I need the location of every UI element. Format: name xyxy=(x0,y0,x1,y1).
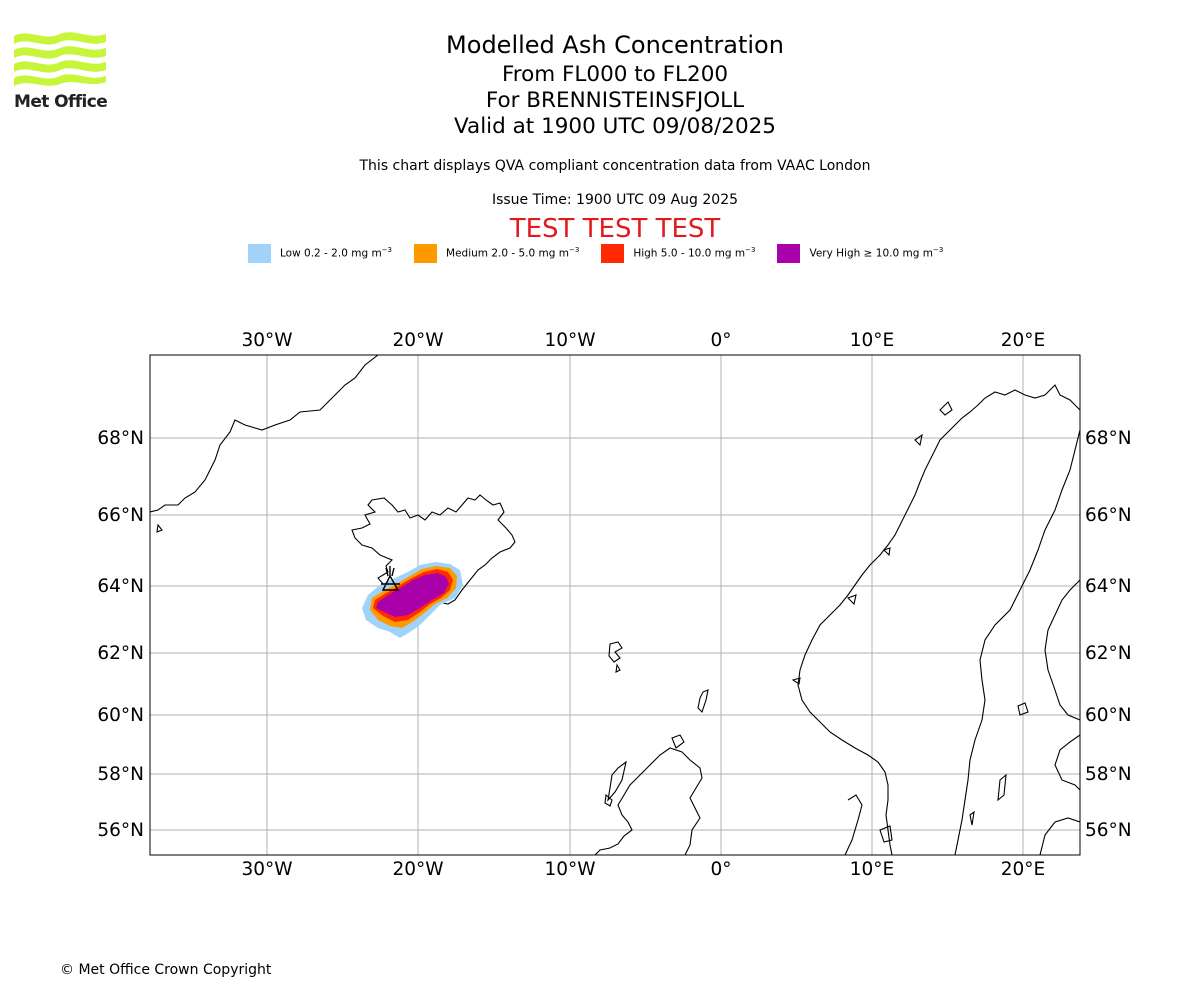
gulf-coast xyxy=(1054,734,1080,791)
ash-plume xyxy=(362,562,463,638)
lat-label: 56°N xyxy=(1085,820,1132,841)
lon-label: 20°W xyxy=(392,859,443,880)
norway-islet-1 xyxy=(914,433,923,447)
lon-label: 20°E xyxy=(1001,859,1045,880)
lat-label: 62°N xyxy=(97,643,144,664)
lon-labels-top: 30°W 20°W 10°W 0° 10°E 20°E xyxy=(241,330,1045,351)
volcano-marker-icon xyxy=(381,566,400,591)
lat-label: 64°N xyxy=(97,576,144,597)
gridlines xyxy=(150,355,1080,855)
legend-item-high: High 5.0 - 10.0 mg m−3 xyxy=(601,243,756,263)
baltic-south xyxy=(1039,817,1080,855)
denmark-north xyxy=(844,794,863,855)
hebrides-south xyxy=(604,793,613,807)
legend-label: Medium 2.0 - 5.0 mg m−3 xyxy=(446,246,580,260)
legend-swatch xyxy=(777,243,801,263)
lat-label: 60°N xyxy=(97,705,144,726)
shetland xyxy=(697,689,709,714)
aland xyxy=(1017,702,1029,716)
legend-swatch xyxy=(248,243,271,263)
lat-label: 66°N xyxy=(97,505,144,526)
ash-very-high xyxy=(376,573,449,617)
faroe-islands xyxy=(608,641,623,663)
lon-label: 10°W xyxy=(544,330,595,351)
lon-labels-bottom: 30°W 20°W 10°W 0° 10°E 20°E xyxy=(241,859,1045,880)
greenland-islet xyxy=(156,523,163,533)
danish-islands xyxy=(879,825,893,843)
lat-label: 64°N xyxy=(1085,576,1132,597)
lat-label: 56°N xyxy=(97,820,144,841)
lon-label: 0° xyxy=(710,859,731,880)
sweden-east-coast xyxy=(954,429,1080,855)
volcano-name: For BRENNISTEINSFJOLL xyxy=(485,88,745,113)
lon-label: 30°W xyxy=(241,330,292,351)
map-frame xyxy=(149,354,1081,856)
faroe-south xyxy=(615,663,621,673)
legend-swatch xyxy=(414,243,438,263)
lat-label: 58°N xyxy=(1085,764,1132,785)
chart-description: This chart displays QVA compliant concen… xyxy=(359,158,871,174)
legend-label: Low 0.2 - 2.0 mg m−3 xyxy=(280,246,393,260)
norway-coast xyxy=(797,384,1080,855)
copyright: © Met Office Crown Copyright xyxy=(60,962,272,978)
norway-islet-3 xyxy=(847,594,857,606)
lon-label: 30°W xyxy=(241,859,292,880)
chart-header: Modelled Ash Concentration From FL000 to… xyxy=(300,28,930,244)
hebrides xyxy=(607,760,627,802)
lon-label: 20°E xyxy=(1001,330,1045,351)
lat-label: 66°N xyxy=(1085,505,1132,526)
legend: Low 0.2 - 2.0 mg m−3 Medium 2.0 - 5.0 mg… xyxy=(248,243,965,263)
scotland-coast xyxy=(594,747,703,855)
lon-label: 0° xyxy=(710,330,731,351)
lat-label: 68°N xyxy=(97,428,144,449)
chart-title: Modelled Ash Concentration xyxy=(446,31,784,59)
legend-swatch xyxy=(601,243,625,263)
legend-item-very-high: Very High ≥ 10.0 mg m−3 xyxy=(777,243,944,263)
lat-labels-left: 68°N 66°N 64°N 62°N 60°N 58°N 56°N xyxy=(97,428,144,841)
iceland-coast xyxy=(351,494,516,623)
legend-label: High 5.0 - 10.0 mg m−3 xyxy=(633,246,756,260)
lofoten xyxy=(939,401,953,416)
greenland-coast xyxy=(150,355,379,513)
lat-label: 68°N xyxy=(1085,428,1132,449)
gotland xyxy=(997,773,1007,802)
legend-label: Very High ≥ 10.0 mg m−3 xyxy=(809,246,944,260)
valid-time: Valid at 1900 UTC 09/08/2025 xyxy=(453,114,776,139)
lat-labels-right: 68°N 66°N 64°N 62°N 60°N 58°N 56°N xyxy=(1085,428,1132,841)
lon-label: 10°E xyxy=(850,859,894,880)
legend-item-low: Low 0.2 - 2.0 mg m−3 xyxy=(248,243,393,263)
norway-islet-4 xyxy=(791,677,801,685)
lon-label: 10°W xyxy=(544,859,595,880)
lat-label: 62°N xyxy=(1085,643,1132,664)
lat-label: 58°N xyxy=(97,764,144,785)
lon-label: 20°W xyxy=(392,330,443,351)
issue-time: Issue Time: 1900 UTC 09 Aug 2025 xyxy=(491,192,739,208)
lat-label: 60°N xyxy=(1085,705,1132,726)
baltic-coast xyxy=(1044,579,1080,721)
flight-levels: From FL000 to FL200 xyxy=(501,62,729,87)
coastlines xyxy=(150,355,1080,855)
map-content xyxy=(150,355,1080,855)
met-office-wave-icon xyxy=(14,32,106,86)
lon-label: 10°E xyxy=(850,330,894,351)
met-office-logo: Met Office xyxy=(14,30,108,112)
test-banner: TEST TEST TEST xyxy=(509,214,721,244)
logo-wordmark: Met Office xyxy=(14,92,108,112)
orkney xyxy=(671,734,685,749)
oland xyxy=(969,810,975,826)
legend-item-medium: Medium 2.0 - 5.0 mg m−3 xyxy=(414,243,580,263)
norway-islet-2 xyxy=(882,547,891,557)
